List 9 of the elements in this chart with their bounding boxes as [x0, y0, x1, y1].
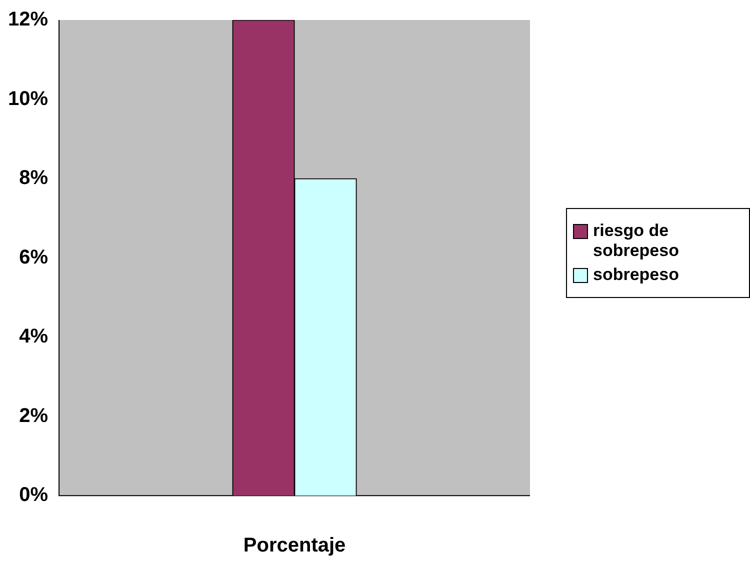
y-tick-label: 10% — [8, 88, 48, 110]
y-tick-label: 2% — [19, 404, 48, 427]
y-tick-label: 6% — [19, 246, 48, 268]
y-tick-label: 0% — [19, 484, 48, 506]
y-tick-label: 4% — [19, 326, 48, 348]
legend-label: sobrepeso — [593, 265, 680, 285]
x-axis-title: Porcentaje — [243, 534, 346, 557]
y-tick-label: 12% — [8, 8, 48, 31]
y-tick-label: 8% — [19, 167, 48, 190]
